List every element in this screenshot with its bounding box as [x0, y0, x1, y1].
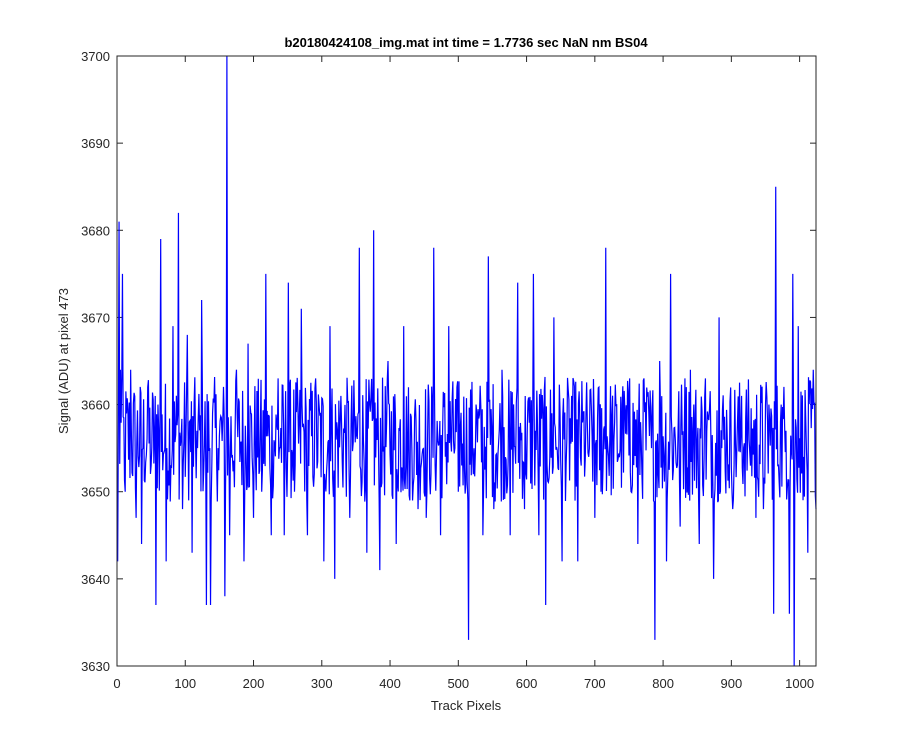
x-tick-label: 200 — [243, 676, 265, 691]
y-tick-label: 3630 — [81, 659, 110, 674]
x-tick-label: 700 — [584, 676, 606, 691]
x-axis-ticks: 0 100 200 300 400 500 600 700 800 900 1000 — [113, 56, 814, 691]
y-tick-label: 3690 — [81, 136, 110, 151]
y-tick-label: 3670 — [81, 310, 110, 325]
x-tick-label: 0 — [113, 676, 120, 691]
y-tick-label: 3660 — [81, 398, 110, 413]
plot-frame — [116, 55, 817, 667]
x-axis-label: Track Pixels — [431, 698, 502, 713]
y-tick-label: 3700 — [81, 49, 110, 64]
y-tick-label: 3680 — [81, 223, 110, 238]
chart-title: b20180424108_img.mat int time = 1.7736 s… — [284, 35, 648, 50]
x-tick-label: 800 — [652, 676, 674, 691]
y-axis-label: Signal (ADU) at pixel 473 — [56, 288, 71, 434]
x-tick-label: 100 — [174, 676, 196, 691]
x-tick-label: 500 — [447, 676, 469, 691]
x-tick-label: 300 — [311, 676, 333, 691]
x-tick-label: 600 — [516, 676, 538, 691]
x-tick-label: 400 — [379, 676, 401, 691]
x-tick-label: 1000 — [785, 676, 814, 691]
y-axis-ticks: 3630 3640 3650 3660 3670 3680 3690 3700 — [81, 49, 816, 674]
series-line — [117, 55, 817, 667]
x-tick-label: 900 — [721, 676, 743, 691]
y-tick-label: 3640 — [81, 572, 110, 587]
y-tick-label: 3650 — [81, 485, 110, 500]
